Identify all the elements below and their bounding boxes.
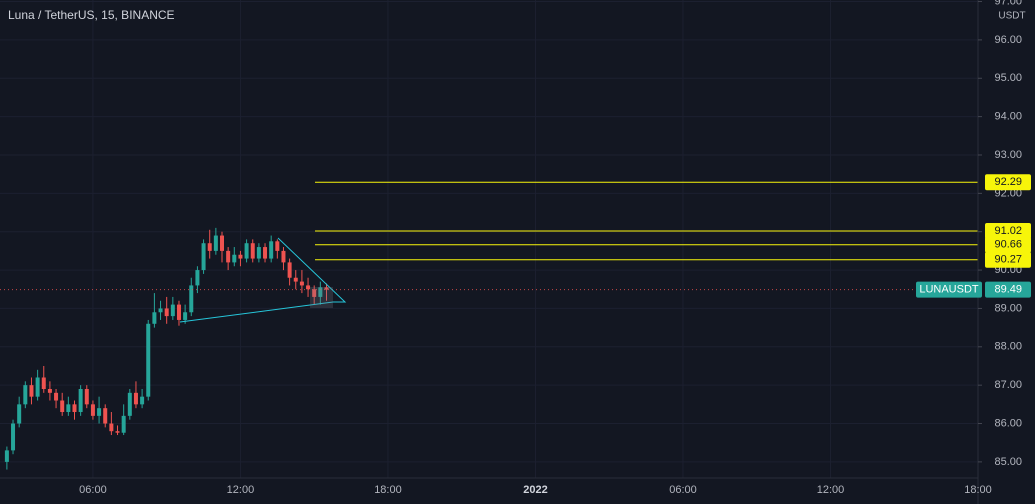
y-tick-label: 93.00 xyxy=(994,149,1022,161)
candle-body xyxy=(127,392,132,416)
candle-body xyxy=(4,450,9,462)
candle-body xyxy=(201,243,206,271)
candle-body xyxy=(109,423,114,432)
candle-body xyxy=(29,385,34,397)
y-tick-label: 85.00 xyxy=(994,456,1022,468)
marks xyxy=(0,181,978,470)
candle-body xyxy=(213,235,218,251)
symbol-tag xyxy=(916,281,982,298)
candle-body xyxy=(183,312,188,320)
y-unit: USDT xyxy=(998,11,1025,22)
y-tick-label: 97.00 xyxy=(994,0,1022,7)
candle-body xyxy=(23,385,28,405)
candle-body xyxy=(293,277,298,282)
candle-body xyxy=(176,304,181,320)
y-tick-label: 86.00 xyxy=(994,417,1022,429)
candle-body xyxy=(164,308,169,317)
x-tick-label: 12:00 xyxy=(227,484,255,496)
candle-body xyxy=(281,250,286,263)
candle-body xyxy=(60,400,65,413)
candle-body xyxy=(256,247,261,259)
price-level-tag xyxy=(985,222,1031,239)
candle-body xyxy=(226,250,231,263)
candle-body xyxy=(263,247,268,259)
candle-body xyxy=(250,243,255,259)
candle-body xyxy=(17,404,22,424)
candle-body xyxy=(103,408,108,424)
candle-body xyxy=(324,287,329,290)
price-level-tag xyxy=(985,236,1031,253)
labels: 85.0086.0087.0088.0089.0090.0091.0092.00… xyxy=(79,0,1031,496)
x-tick-label: 06:00 xyxy=(669,484,697,496)
candle-body xyxy=(121,415,126,433)
x-tick-label: 2022 xyxy=(523,484,547,496)
last-price-label: 89.49 xyxy=(994,284,1022,296)
y-tick-label: 89.00 xyxy=(994,302,1022,314)
candle-body xyxy=(152,312,157,324)
candle-body xyxy=(97,408,102,416)
price-level-label: 90.27 xyxy=(994,254,1022,266)
candle-body xyxy=(158,308,163,313)
x-tick-label: 18:00 xyxy=(374,484,402,496)
candle-body xyxy=(11,423,16,451)
price-level-label: 92.29 xyxy=(994,176,1022,188)
candle-body xyxy=(84,388,89,405)
x-tick-label: 18:00 xyxy=(964,484,992,496)
candle-body xyxy=(90,404,95,416)
candle-body xyxy=(287,262,292,278)
candle-body xyxy=(66,404,71,413)
candle-body xyxy=(47,388,52,393)
price-level-tag xyxy=(985,174,1031,191)
candle-body xyxy=(41,377,46,389)
highlight-box xyxy=(310,287,333,308)
grid xyxy=(0,0,979,478)
candle-body xyxy=(35,377,40,397)
price-level-label: 91.02 xyxy=(994,225,1022,237)
candle-body xyxy=(232,254,237,263)
candle-body xyxy=(78,388,83,413)
x-tick-label: 06:00 xyxy=(79,484,107,496)
candle-body xyxy=(244,243,249,259)
candle-body xyxy=(54,392,59,401)
candle-body xyxy=(195,270,200,286)
candle-body xyxy=(140,396,145,405)
candle-body xyxy=(238,254,243,259)
candle-body xyxy=(170,304,175,317)
price-level-tag xyxy=(985,251,1031,268)
y-tick-label: 94.00 xyxy=(994,111,1022,123)
candle-body xyxy=(115,431,120,433)
candle-body xyxy=(207,243,212,251)
candle-body xyxy=(275,241,280,251)
candle-body xyxy=(72,404,77,413)
candle-body xyxy=(269,241,274,259)
y-tick-label: 95.00 xyxy=(994,72,1022,84)
symbol-label: LUNAUSDT xyxy=(919,284,979,296)
candle-body xyxy=(146,323,151,397)
candle-body xyxy=(306,285,311,290)
candle-body xyxy=(133,392,138,405)
y-tick-label: 88.00 xyxy=(994,341,1022,353)
x-tick-label: 12:00 xyxy=(817,484,845,496)
y-tick-label: 96.00 xyxy=(994,34,1022,46)
triangle-drawing xyxy=(179,237,347,323)
y-tick-label: 87.00 xyxy=(994,379,1022,391)
last-price-tag xyxy=(985,281,1031,298)
y-tick-label: 92.00 xyxy=(994,187,1022,199)
candle-body xyxy=(318,287,323,297)
candle-body xyxy=(312,289,317,297)
candle-body xyxy=(220,235,225,251)
chart-title: Luna / TetherUS, 15, BINANCE xyxy=(8,8,175,22)
candle-body xyxy=(299,281,304,286)
candle-body xyxy=(189,285,194,313)
price-level-label: 90.66 xyxy=(994,239,1022,251)
